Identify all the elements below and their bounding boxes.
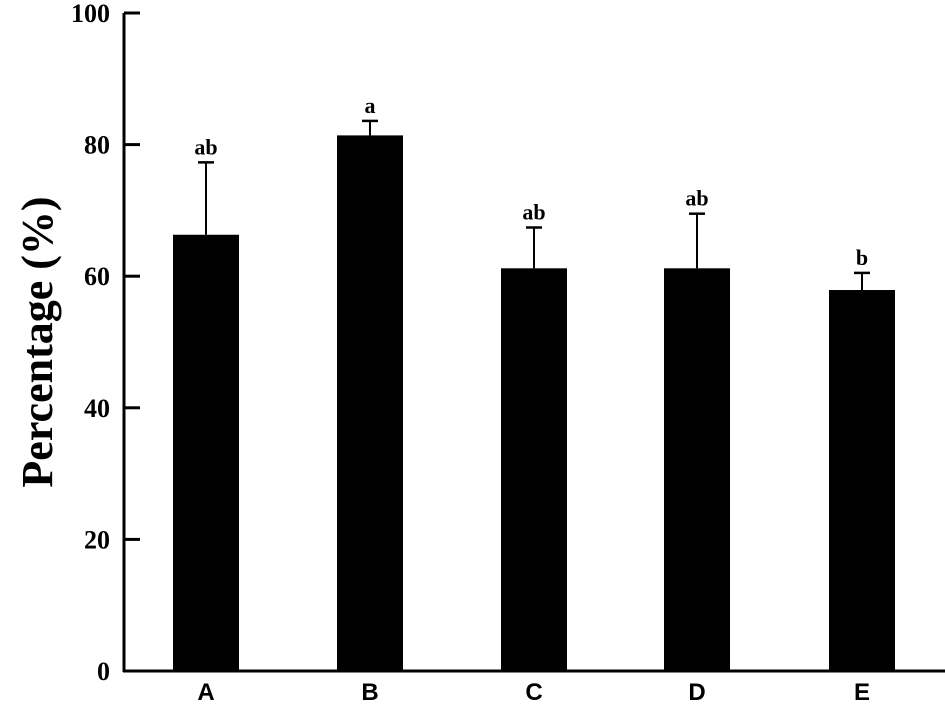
bar-E bbox=[829, 290, 895, 671]
y-tick-label: 40 bbox=[84, 394, 110, 423]
x-tick-label: B bbox=[361, 679, 378, 706]
y-axis-label: Percentage (%) bbox=[13, 196, 62, 487]
y-tick-label: 80 bbox=[84, 131, 110, 160]
bar-C bbox=[501, 268, 567, 671]
y-tick-label: 60 bbox=[84, 262, 110, 291]
x-tick-label: C bbox=[525, 679, 542, 706]
x-tick-label: A bbox=[197, 679, 214, 706]
significance-label: ab bbox=[194, 134, 217, 159]
bar-D bbox=[664, 268, 730, 671]
significance-label: b bbox=[856, 245, 868, 270]
y-tick-label: 100 bbox=[71, 0, 110, 28]
x-tick-label: E bbox=[854, 679, 870, 706]
bar-B bbox=[337, 135, 403, 671]
significance-label: ab bbox=[685, 186, 708, 211]
y-tick-label: 0 bbox=[97, 657, 110, 686]
significance-label: ab bbox=[522, 200, 545, 225]
significance-label: a bbox=[365, 93, 376, 118]
y-tick-label: 20 bbox=[84, 525, 110, 554]
x-tick-label: D bbox=[688, 679, 705, 706]
bar-A bbox=[173, 234, 239, 671]
